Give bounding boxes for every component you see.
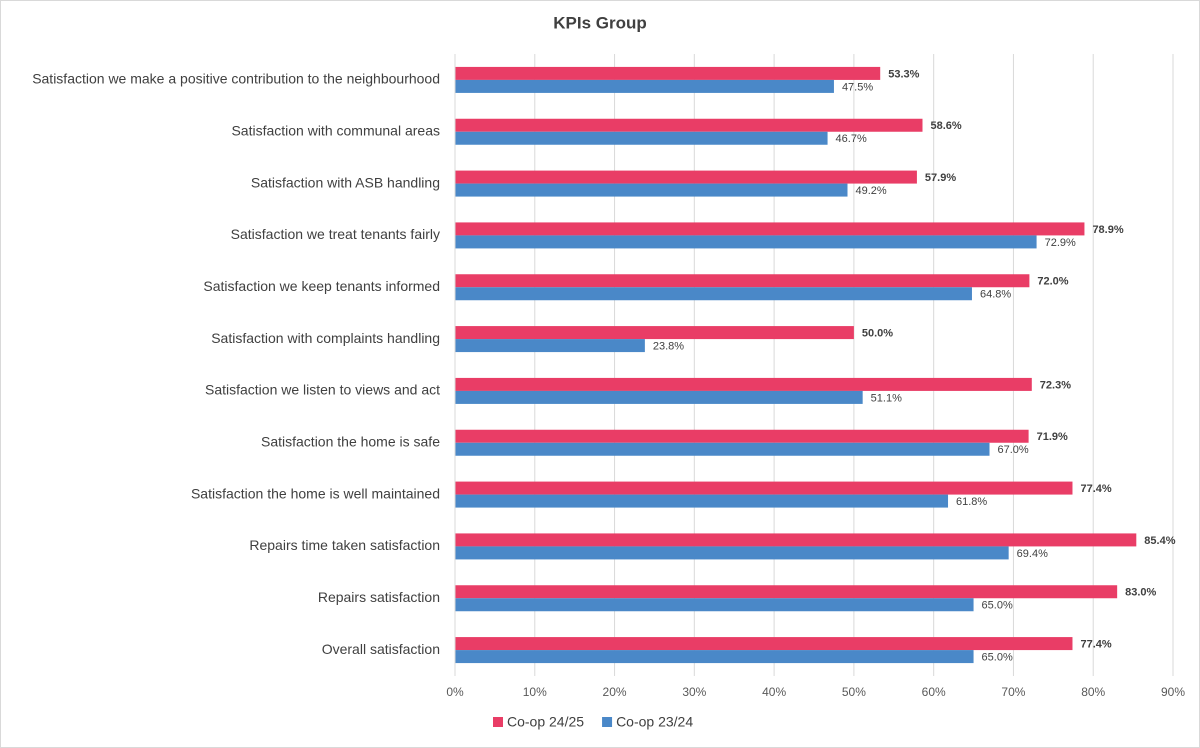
x-tick-label: 10% — [523, 685, 547, 699]
bar — [455, 650, 974, 664]
data-label: 49.2% — [856, 185, 887, 197]
data-label: 83.0% — [1125, 587, 1156, 599]
bar — [455, 326, 854, 340]
x-tick-label: 80% — [1081, 685, 1105, 699]
legend-swatch — [602, 717, 613, 727]
data-label: 57.9% — [925, 172, 956, 184]
data-label: 65.0% — [982, 600, 1013, 612]
x-tick-label: 60% — [922, 685, 946, 699]
data-label: 61.8% — [956, 496, 987, 508]
bar — [455, 339, 645, 353]
data-label: 47.5% — [842, 81, 873, 93]
legend-label: Co-op 24/25 — [507, 714, 584, 730]
bar — [455, 183, 848, 197]
data-label: 58.6% — [930, 120, 961, 132]
y-tick-label: Repairs time taken satisfaction — [249, 537, 440, 553]
bar — [455, 637, 1073, 651]
bar — [455, 170, 917, 184]
legend-swatch — [493, 717, 503, 727]
bar — [455, 118, 923, 132]
bar — [455, 546, 1009, 560]
y-tick-label: Satisfaction we treat tenants fairly — [231, 226, 440, 242]
data-label: 72.3% — [1040, 379, 1071, 391]
data-label: 71.9% — [1037, 431, 1068, 443]
bar — [455, 494, 949, 508]
data-label: 53.3% — [888, 68, 919, 80]
y-tick-label: Overall satisfaction — [322, 641, 440, 657]
bar — [455, 598, 974, 612]
x-tick-label: 50% — [842, 685, 866, 699]
bar — [455, 481, 1073, 495]
data-label: 69.4% — [1017, 548, 1048, 560]
x-tick-label: 70% — [1001, 685, 1025, 699]
y-tick-label: Satisfaction the home is safe — [261, 433, 440, 449]
y-tick-label: Satisfaction we listen to views and act — [205, 382, 440, 398]
bar — [455, 429, 1029, 443]
data-label: 85.4% — [1144, 535, 1175, 547]
x-tick-label: 0% — [446, 685, 464, 699]
x-tick-label: 40% — [762, 685, 786, 699]
bar — [455, 377, 1032, 391]
y-tick-label: Repairs satisfaction — [318, 589, 440, 605]
data-label: 67.0% — [998, 444, 1029, 456]
data-label: 23.8% — [653, 340, 684, 352]
data-label: 64.8% — [980, 289, 1011, 301]
y-tick-label: Satisfaction with complaints handling — [211, 330, 440, 346]
y-tick-label: Satisfaction we keep tenants informed — [203, 278, 440, 294]
data-label: 78.9% — [1092, 224, 1123, 236]
y-tick-label: Satisfaction we make a positive contribu… — [32, 71, 440, 87]
data-label: 50.0% — [862, 327, 893, 339]
bar — [455, 533, 1137, 547]
y-tick-label: Satisfaction with communal areas — [231, 122, 440, 138]
bar — [455, 222, 1085, 236]
data-label: 46.7% — [836, 133, 867, 145]
legend-label: Co-op 23/24 — [616, 714, 693, 730]
y-tick-label: Satisfaction with ASB handling — [251, 174, 440, 190]
x-tick-label: 20% — [603, 685, 627, 699]
bar — [455, 131, 828, 145]
x-tick-label: 90% — [1161, 685, 1185, 699]
data-label: 51.1% — [871, 392, 902, 404]
bar — [455, 66, 881, 80]
bar — [455, 79, 834, 93]
y-tick-label: Satisfaction the home is well maintained — [191, 485, 440, 501]
data-label: 77.4% — [1080, 638, 1111, 650]
data-label: 77.4% — [1080, 483, 1111, 495]
data-label: 72.0% — [1037, 276, 1068, 288]
bar — [455, 235, 1037, 249]
chart-title: KPIs Group — [553, 13, 647, 32]
bar — [455, 442, 990, 456]
bar — [455, 585, 1118, 599]
bar — [455, 274, 1030, 288]
data-label: 65.0% — [982, 651, 1013, 663]
x-tick-label: 30% — [682, 685, 706, 699]
bar — [455, 287, 972, 301]
bar — [455, 390, 863, 404]
data-label: 72.9% — [1045, 237, 1076, 249]
